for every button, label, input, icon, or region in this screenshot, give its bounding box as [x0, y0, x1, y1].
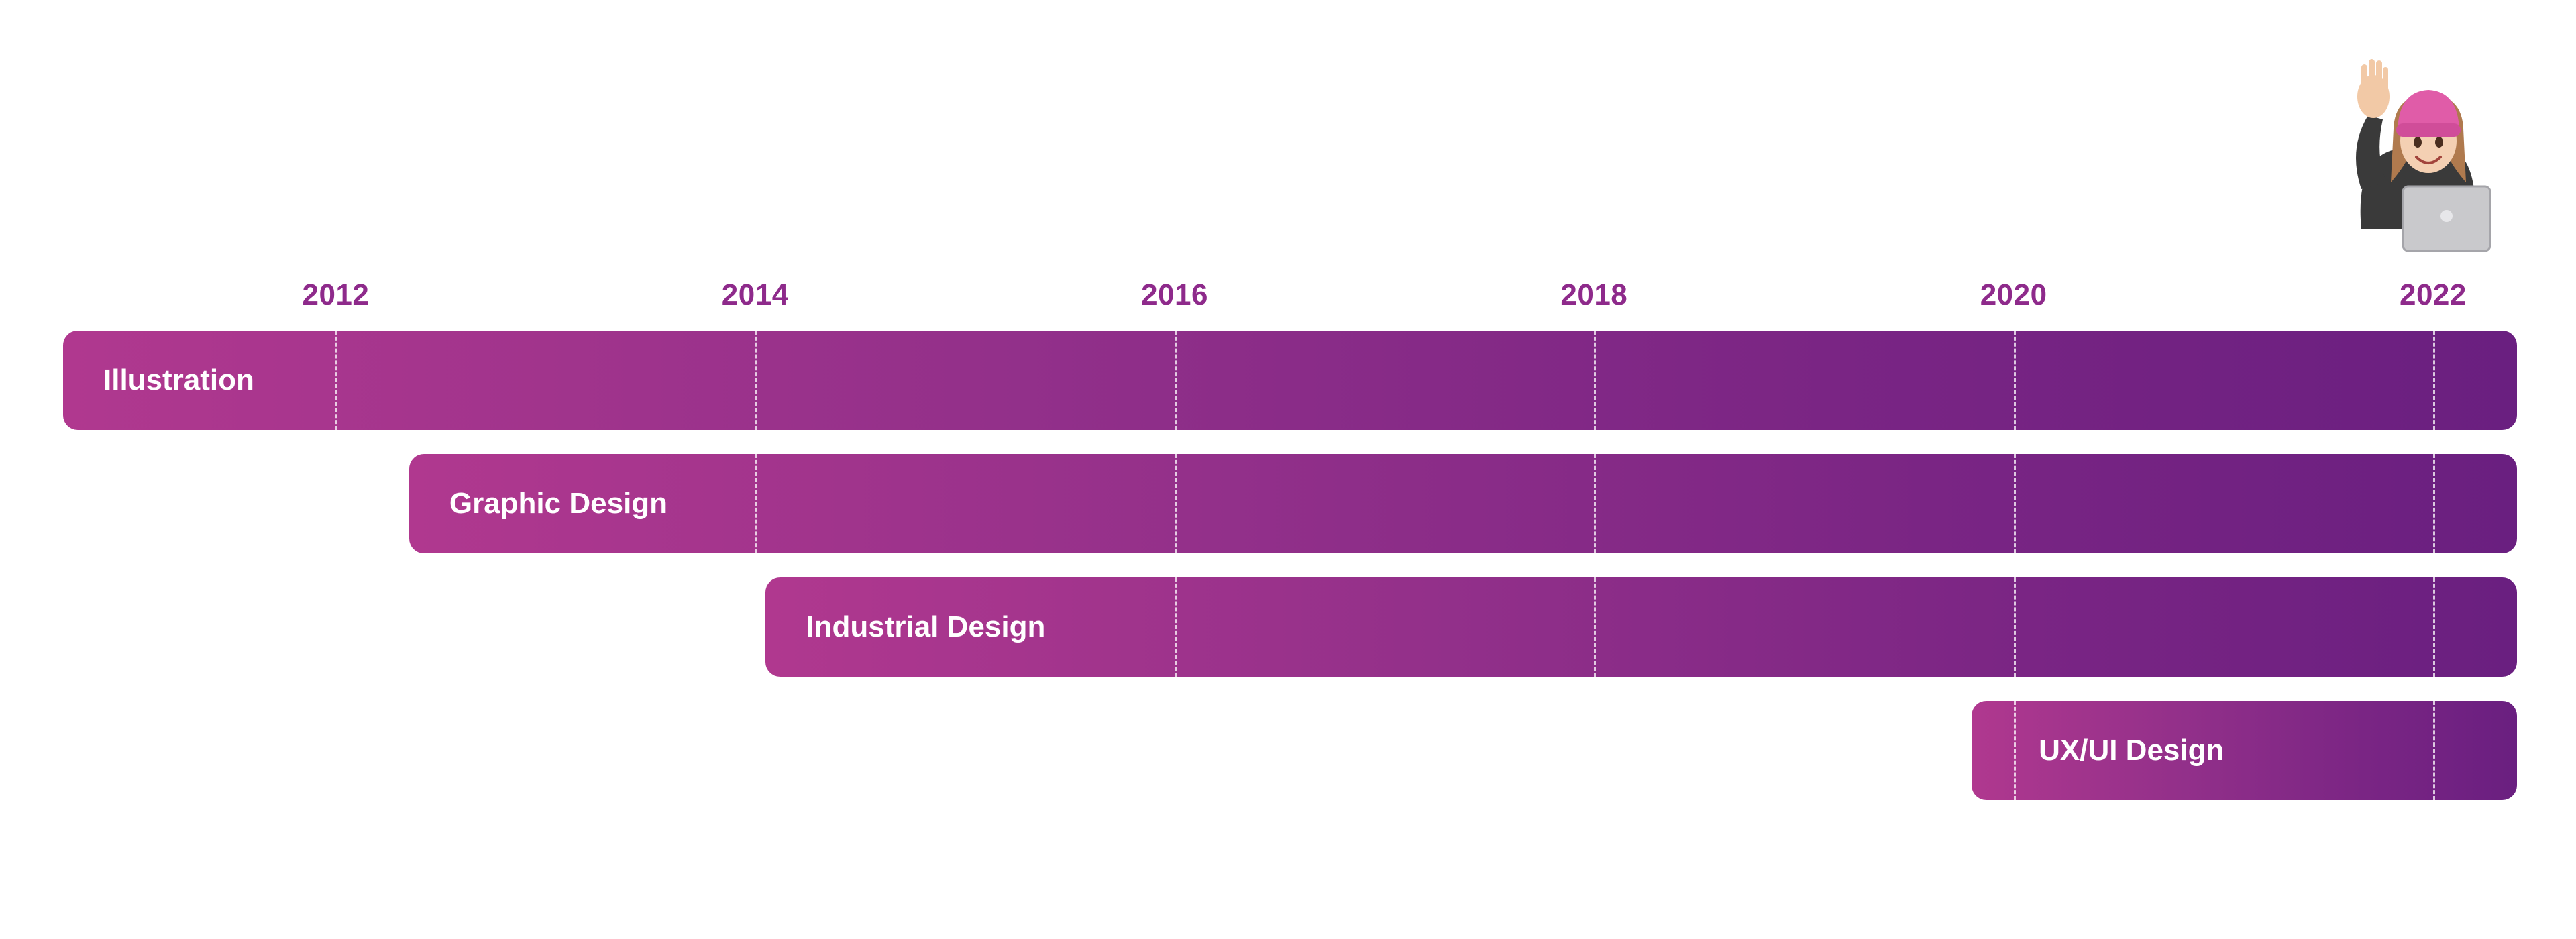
bar-label: Graphic Design [449, 487, 668, 520]
year-tick-label: 2018 [1560, 278, 1628, 311]
year-tick-label: 2022 [2399, 278, 2467, 311]
year-gridline [2013, 331, 2016, 430]
year-gridline [2432, 454, 2435, 553]
timeline-bar: UX/UI Design [1972, 701, 2517, 800]
year-gridline [1594, 577, 1597, 677]
bar-label: Industrial Design [806, 610, 1046, 643]
year-gridline [2013, 701, 2016, 800]
bar-label: UX/UI Design [2039, 734, 2224, 767]
year-tick-label: 2012 [302, 278, 370, 311]
year-gridline [335, 331, 338, 430]
year-tick-label: 2020 [1980, 278, 2047, 311]
year-gridline [2432, 331, 2435, 430]
year-gridline [2013, 454, 2016, 553]
timeline-bar: Industrial Design [765, 577, 2517, 677]
year-gridline [755, 331, 757, 430]
year-tick-label: 2014 [721, 278, 789, 311]
timeline-bar: Graphic Design [409, 454, 2517, 553]
year-gridline [755, 454, 757, 553]
year-gridline [1594, 331, 1597, 430]
bar-label: Illustration [103, 364, 254, 396]
year-gridline [1175, 454, 1177, 553]
year-gridline [1175, 577, 1177, 677]
year-gridline [2432, 577, 2435, 677]
year-tick-label: 2016 [1141, 278, 1208, 311]
year-gridline [1175, 331, 1177, 430]
year-gridline [2013, 577, 2016, 677]
year-gridline [2432, 701, 2435, 800]
year-gridline [1594, 454, 1597, 553]
timeline-bar: Illustration [63, 331, 2517, 430]
waving-person-with-laptop-icon [2356, 59, 2491, 252]
